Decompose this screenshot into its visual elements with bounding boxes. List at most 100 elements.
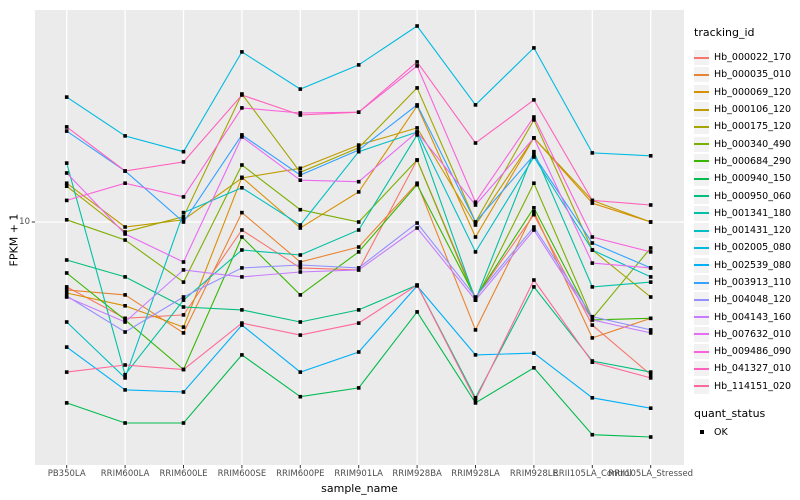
x-tick-label-RRIM600PE: RRIM600PE (276, 469, 325, 479)
data-point-marker (532, 278, 536, 282)
legend-key-line-icon (694, 125, 709, 128)
legend-key-line-icon (694, 298, 709, 301)
legend-entry-label: Hb_000035_010 (714, 69, 792, 81)
data-point-marker (64, 161, 69, 165)
data-point-marker (298, 111, 303, 115)
legend-key-line-icon (694, 333, 709, 336)
legend-key-icon (694, 67, 709, 83)
data-point-marker (415, 64, 419, 68)
legend-entry: Hb_000069_120 (694, 84, 798, 101)
legend-key-line-icon (694, 229, 709, 232)
data-point-marker (240, 321, 244, 325)
data-point-marker (298, 333, 303, 337)
data-point-marker (240, 228, 244, 232)
data-point-marker (532, 46, 536, 50)
data-point-marker (415, 24, 419, 28)
data-point-marker (123, 320, 127, 324)
data-point-marker (123, 293, 127, 297)
data-point-marker (590, 336, 595, 340)
data-point-marker (356, 190, 361, 194)
data-point-marker (64, 291, 69, 295)
data-point-marker (590, 285, 595, 289)
data-point-marker (64, 258, 69, 262)
data-point-marker (356, 386, 361, 390)
data-point-marker (64, 129, 69, 133)
data-point-marker (240, 186, 244, 190)
legend-key-icon (694, 205, 709, 221)
data-point-marker (356, 148, 361, 152)
data-point-marker (590, 261, 595, 265)
data-point-marker (123, 225, 127, 229)
legend-key-line-icon (694, 264, 709, 267)
x-tick-label-RRII105LA_Control: RRII105LA_Control (552, 469, 632, 479)
data-point-marker (415, 133, 419, 137)
data-point-marker (648, 295, 653, 299)
data-point-marker (473, 328, 478, 332)
legend-key-line-icon (694, 143, 709, 146)
data-point-marker (181, 195, 186, 199)
data-point-marker (298, 226, 303, 230)
legend-entry-label: Hb_003913_110 (714, 277, 792, 288)
legend-entry-label: Hb_000069_120 (714, 86, 792, 98)
data-point-marker (181, 313, 186, 317)
data-point-marker (240, 210, 244, 215)
legend-key-line-icon (694, 73, 709, 76)
legend-key-line-icon (694, 177, 709, 180)
data-point-marker (298, 370, 303, 374)
data-point-marker (648, 406, 653, 410)
data-point-marker (356, 179, 361, 184)
legend-entry-label: Hb_000340_490 (714, 138, 792, 150)
data-point-marker (356, 146, 361, 150)
data-point-marker (590, 201, 595, 205)
x-tick-label-RRIM928LA: RRIM928LA (451, 469, 500, 479)
legend-key-line-icon (694, 350, 709, 353)
data-point-marker (64, 345, 69, 349)
data-point-marker (298, 263, 303, 267)
data-point-marker (648, 266, 653, 270)
data-point-marker (473, 235, 478, 239)
data-point-marker (356, 143, 361, 147)
data-point-marker (123, 388, 127, 392)
x-axis-tick-labels: PB350LA RRIM600LA RRIM600LE RRIM600SE RRIM60… (0, 469, 800, 481)
legend-entry-label: Hb_001341_180 (714, 207, 792, 219)
data-point-marker (532, 98, 536, 102)
data-point-marker (532, 366, 536, 370)
legend-key-icon (694, 50, 709, 66)
data-point-marker (181, 160, 186, 164)
data-point-marker (64, 271, 69, 275)
data-point-marker (590, 248, 595, 252)
data-point-marker (415, 310, 419, 314)
legend-entry: Hb_114151_020 (694, 378, 798, 395)
legend-key-line-icon (694, 246, 709, 249)
data-point-marker (123, 181, 127, 185)
legend-key-icon (694, 292, 709, 308)
data-point-marker (532, 149, 536, 154)
data-point-marker (298, 207, 303, 212)
data-point-marker (415, 182, 419, 187)
legend-entry: Hb_007632_010 (694, 326, 798, 343)
data-point-marker (532, 118, 536, 122)
legend-entry-label: Hb_000175_120 (714, 121, 792, 133)
data-point-marker (123, 376, 127, 380)
legend-title-quant-status: quant_status (694, 406, 766, 420)
data-point-marker (123, 421, 127, 425)
legend-entry: Hb_041327_010 (694, 360, 798, 377)
data-point-marker (473, 223, 478, 227)
data-point-marker (415, 103, 419, 107)
legend-entry-label: Hb_000950_060 (714, 190, 792, 202)
data-point-marker (356, 308, 361, 312)
data-point-marker (298, 266, 303, 270)
data-point-marker (123, 318, 127, 322)
legend-key-line-icon (694, 281, 709, 284)
data-point-marker (240, 163, 244, 167)
legend-key-icon (694, 136, 709, 152)
data-point-marker (298, 113, 303, 117)
data-point-marker (123, 238, 127, 242)
data-point-marker (473, 200, 478, 204)
legend-entry-label: Hb_007632_010 (714, 328, 792, 340)
legend-key-icon (694, 223, 709, 239)
legend-key-icon (694, 275, 709, 290)
x-tick-label-RRIM600LA: RRIM600LA (100, 469, 150, 479)
data-point-marker (648, 370, 653, 374)
